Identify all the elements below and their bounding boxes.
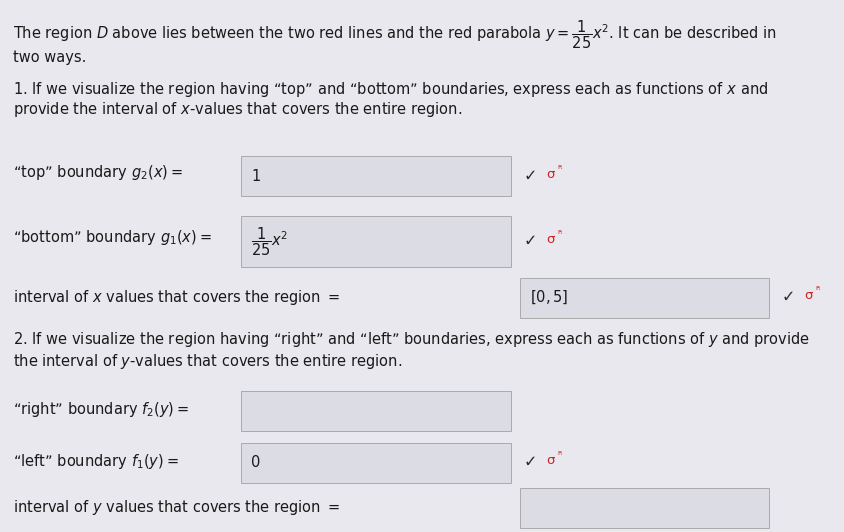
FancyBboxPatch shape bbox=[241, 216, 511, 267]
Text: provide the interval of $x$-values that covers the entire region.: provide the interval of $x$-values that … bbox=[13, 100, 462, 119]
Text: σ: σ bbox=[803, 289, 812, 302]
Text: “bottom” boundary $g_1(x) =$: “bottom” boundary $g_1(x) =$ bbox=[13, 228, 211, 247]
FancyBboxPatch shape bbox=[241, 156, 511, 196]
Text: $[0,5]$: $[0,5]$ bbox=[529, 289, 567, 306]
Text: The region $D$ above lies between the two red lines and the red parabola $y = \d: The region $D$ above lies between the tw… bbox=[13, 18, 776, 51]
Text: ✓: ✓ bbox=[781, 290, 794, 305]
Text: ᴿ: ᴿ bbox=[557, 165, 561, 175]
Text: the interval of $y$-values that covers the entire region.: the interval of $y$-values that covers t… bbox=[13, 352, 402, 371]
FancyBboxPatch shape bbox=[519, 488, 768, 528]
FancyBboxPatch shape bbox=[241, 390, 511, 430]
Text: σ: σ bbox=[546, 454, 555, 467]
Text: 0: 0 bbox=[251, 455, 260, 470]
Text: ᴿ: ᴿ bbox=[557, 230, 561, 240]
Text: “top” boundary $g_2(x) =$: “top” boundary $g_2(x) =$ bbox=[13, 163, 182, 182]
Text: σ: σ bbox=[546, 168, 555, 181]
Text: ᴿ: ᴿ bbox=[557, 451, 561, 461]
Text: ✓: ✓ bbox=[523, 455, 537, 470]
Text: “right” boundary $f_2(y) =$: “right” boundary $f_2(y) =$ bbox=[13, 400, 188, 419]
Text: interval of $y$ values that covers the region $=$: interval of $y$ values that covers the r… bbox=[13, 498, 339, 517]
Text: 1. If we visualize the region having “top” and “bottom” boundaries, express each: 1. If we visualize the region having “to… bbox=[13, 80, 767, 99]
Text: ✓: ✓ bbox=[523, 234, 537, 249]
FancyBboxPatch shape bbox=[241, 443, 511, 483]
Text: 1: 1 bbox=[251, 169, 260, 184]
Text: ✓: ✓ bbox=[523, 169, 537, 184]
Text: 2. If we visualize the region having “right” and “left” boundaries, express each: 2. If we visualize the region having “ri… bbox=[13, 330, 809, 349]
FancyBboxPatch shape bbox=[519, 278, 768, 318]
Text: $\dfrac{1}{25}x^2$: $\dfrac{1}{25}x^2$ bbox=[251, 225, 288, 257]
Text: two ways.: two ways. bbox=[13, 50, 86, 65]
Text: σ: σ bbox=[546, 232, 555, 246]
Text: “left” boundary $f_1(y) =$: “left” boundary $f_1(y) =$ bbox=[13, 452, 178, 471]
Text: ᴿ: ᴿ bbox=[814, 286, 819, 296]
Text: interval of $x$ values that covers the region $=$: interval of $x$ values that covers the r… bbox=[13, 288, 339, 307]
